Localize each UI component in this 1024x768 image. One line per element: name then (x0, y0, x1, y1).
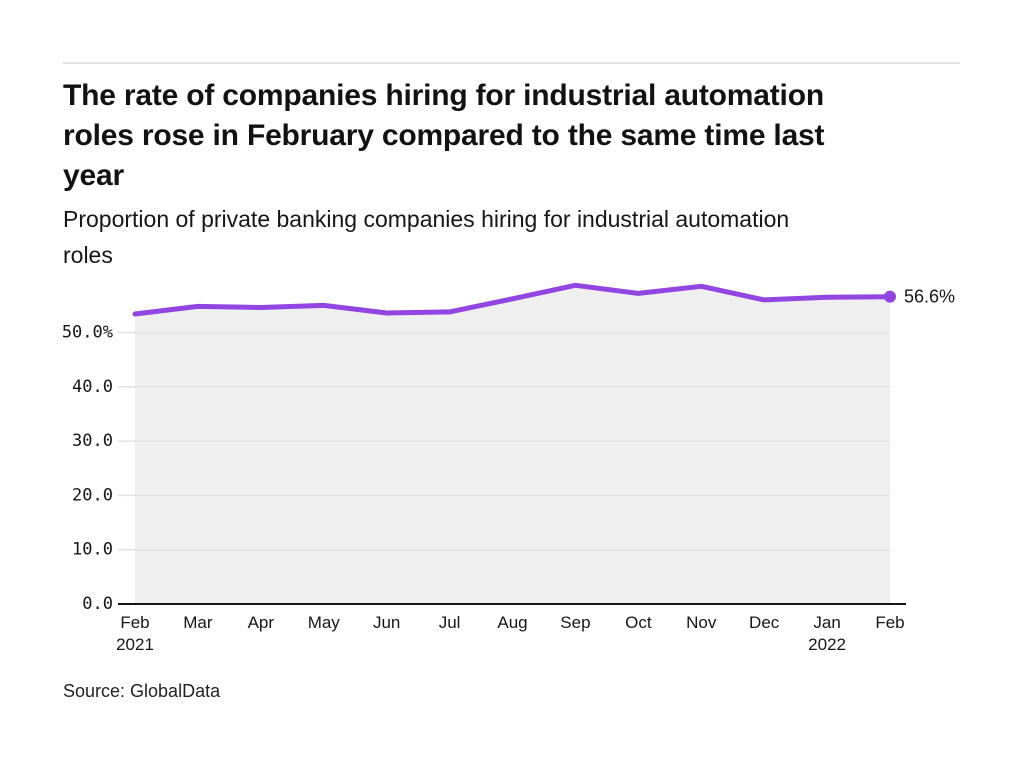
x-axis-tick-label: Mar (183, 613, 213, 632)
x-axis-tick-label: Jan (813, 613, 840, 632)
y-axis-tick-label: 30.0 (72, 431, 113, 451)
x-axis-tick-label: May (308, 613, 341, 632)
last-point-marker (884, 290, 896, 303)
x-axis-tick-label: Jun (373, 613, 400, 632)
x-axis-tick-label: Nov (686, 613, 717, 632)
y-axis-tick-label: 10.0 (72, 540, 113, 560)
series-line (132, 282, 893, 317)
x-axis-tick-label: Feb (120, 613, 149, 632)
source-attribution: Source: GlobalData (63, 681, 221, 701)
last-value-label: 56.6% (904, 287, 955, 307)
x-axis-tick-label: Dec (749, 613, 780, 632)
x-axis-tick-label: Feb (875, 613, 904, 632)
y-axis-tick-label: 50.0% (62, 323, 113, 343)
header-divider-rule (63, 62, 960, 64)
x-axis-tick-label: Oct (625, 613, 652, 632)
y-axis-tick-label: 20.0 (72, 485, 113, 505)
page-title: The rate of companies hiring for industr… (63, 79, 825, 192)
chart-subtitle: Proportion of private banking companies … (63, 206, 790, 268)
x-axis-tick-label: Apr (248, 613, 275, 632)
x-axis-year-label: 2022 (808, 635, 846, 654)
x-axis-tick-label: Sep (560, 613, 590, 632)
x-axis-tick-label: Jul (439, 613, 461, 632)
x-axis-year-label: 2021 (116, 635, 154, 654)
y-axis-tick-label: 0.0 (82, 594, 113, 614)
x-axis-tick-label: Aug (497, 613, 527, 632)
series-area-fill (135, 285, 890, 604)
y-axis-tick-label: 40.0 (72, 377, 113, 397)
